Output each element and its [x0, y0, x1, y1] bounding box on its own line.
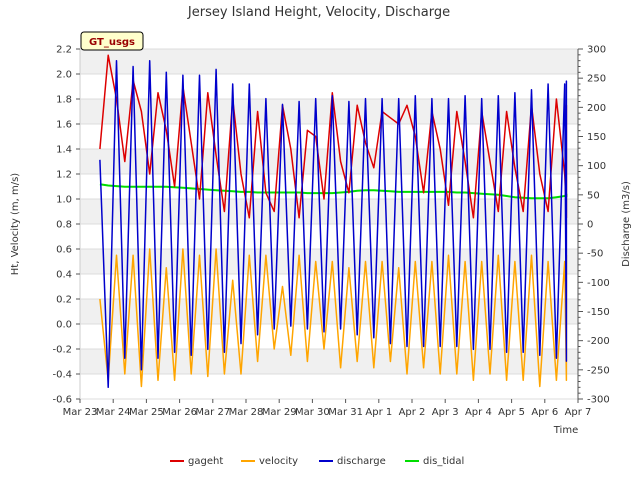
- x-tick-label: Apr 3: [432, 407, 459, 418]
- x-tick-label: Mar 31: [328, 407, 363, 418]
- y-tick-label: 0.4: [56, 270, 72, 281]
- y2-tick-label: -200: [587, 336, 610, 347]
- x-axis-label: Time: [553, 425, 578, 436]
- y-tick-label: -0.6: [52, 395, 72, 406]
- series-velocity-line: [99, 248, 568, 388]
- x-tick-label: Mar 30: [295, 407, 330, 418]
- y-tick-label: 1.8: [56, 95, 72, 106]
- y-tick-label: 0.0: [56, 320, 72, 331]
- y2-tick-label: -50: [587, 249, 603, 260]
- x-tick-label: Apr 4: [465, 407, 492, 418]
- x-tick-label: Apr 5: [498, 407, 525, 418]
- site-badge-label: GT_usgs: [89, 37, 135, 48]
- x-tick-label: Apr 7: [565, 407, 592, 418]
- y2-tick-label: -300: [587, 395, 610, 406]
- legend: gageht velocity discharge dis_tidal: [170, 456, 464, 467]
- chart-title: Jersey Island Height, Velocity, Discharg…: [187, 5, 450, 20]
- legend-label-discharge: discharge: [337, 456, 386, 467]
- y-tick-label: 0.6: [56, 245, 72, 256]
- x-tick-label: Apr 6: [531, 407, 558, 418]
- y-tick-label: 1.4: [56, 145, 72, 156]
- y-tick-label: -0.2: [52, 345, 72, 356]
- y-tick-label: 1.2: [56, 170, 72, 181]
- y-tick-label: 1.6: [56, 120, 72, 131]
- y2-tick-label: 250: [587, 74, 606, 85]
- y-tick-label: 0.2: [56, 295, 72, 306]
- y2-tick-label: 200: [587, 103, 606, 114]
- x-tick-label: Mar 23: [63, 407, 98, 418]
- y2-tick-label: 150: [587, 132, 606, 143]
- legend-label-velocity: velocity: [259, 456, 298, 467]
- x-tick-label: Mar 29: [262, 407, 297, 418]
- y2-tick-label: -150: [587, 307, 610, 318]
- x-tick-label: Apr 2: [399, 407, 426, 418]
- y2-axis-label: Discharge (m3/s): [621, 181, 632, 267]
- y-tick-label: 2.0: [56, 70, 72, 81]
- site-badge: GT_usgs: [80, 31, 144, 51]
- plot-band: [80, 49, 578, 74]
- x-tick-label: Mar 26: [162, 407, 197, 418]
- x-tick-label: Mar 28: [229, 407, 264, 418]
- legend-label-gageht: gageht: [188, 456, 223, 467]
- y2-tick-label: 0: [587, 220, 593, 231]
- series-discharge-line: [99, 59, 568, 389]
- y2-tick-label: 300: [587, 45, 606, 56]
- plot-band: [80, 99, 578, 124]
- y-tick-label: 2.2: [56, 45, 72, 56]
- y-tick-label: 1.0: [56, 195, 72, 206]
- y-tick-label: 0.8: [56, 220, 72, 231]
- plot-band: [80, 249, 578, 274]
- y2-tick-label: 100: [587, 161, 606, 172]
- y-axis-label: Ht, Velocity (m, m/s): [10, 173, 21, 276]
- series-layer: [99, 54, 568, 389]
- x-tick-label: Mar 27: [195, 407, 230, 418]
- series-dis-tidal-line: [99, 183, 568, 200]
- legend-label-dis-tidal: dis_tidal: [423, 456, 464, 467]
- y-tick-label: -0.4: [52, 370, 72, 381]
- right-axis: -300 -250 -200 -150 -100 -50 0 50 100 150 200 250 30…: [577, 45, 610, 406]
- x-tick-label: Mar 25: [129, 407, 164, 418]
- x-tick-label: Mar 24: [96, 407, 131, 418]
- y2-tick-label: -100: [587, 278, 610, 289]
- x-tick-label: Apr 1: [365, 407, 392, 418]
- left-axis: -0.6 -0.4 -0.2 0.0 0.2 0.4 0.6 0.8 1.0 1.2 1.4 1.6 1…: [52, 45, 80, 406]
- y2-tick-label: 50: [587, 190, 600, 201]
- plot-band: [80, 349, 578, 374]
- y2-tick-label: -250: [587, 365, 610, 376]
- series-gageht-line: [99, 54, 568, 219]
